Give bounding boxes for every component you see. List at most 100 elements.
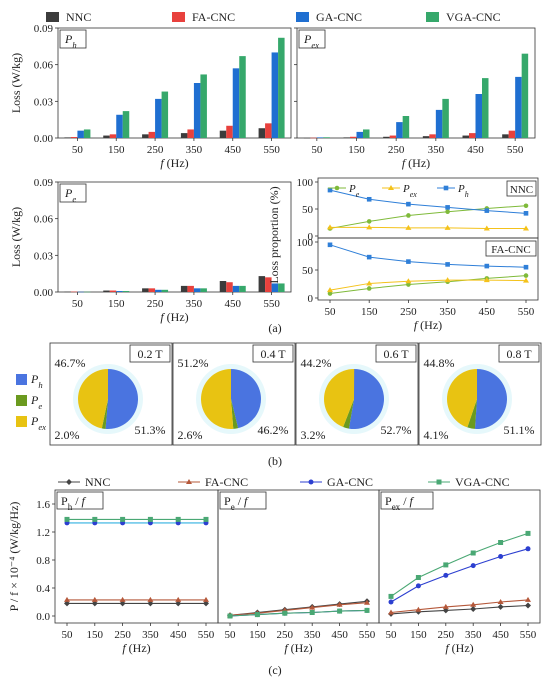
point-VGA-CNC [227,613,233,619]
bar-FA-CNC-150 [350,136,357,138]
x-tick-label: 50 [311,144,323,156]
series-line-NNC [390,604,529,615]
bar-GA-CNC-450 [475,94,482,138]
bar-GA-CNC-50 [316,137,324,138]
bar-NNC-450 [219,281,227,292]
pie-pct-P_e: 3.2% [301,428,326,442]
y-axis-label: Loss proportion (%) [267,186,281,283]
point-FA-CNC [119,596,126,602]
point-VGA-CNC [388,593,394,599]
bar-FA-CNC-550 [508,130,516,138]
point-NNC [525,602,531,609]
point-P_ex [366,224,373,230]
legend-swatch-VGA-CNC [426,12,439,22]
point-VGA-CNC [120,516,126,522]
x-tick-label: 350 [142,629,159,641]
panel-label-box [298,29,326,49]
point-VGA-CNC [364,607,370,613]
bar-FA-CNC-50 [70,137,78,138]
pie-label-box [252,344,294,363]
bar-NNC-50 [64,137,71,138]
point-NNC [497,603,504,610]
x-axis-label: f (Hz) [122,641,150,655]
x-tick-label: 350 [439,306,456,318]
x-tick-label: 250 [147,144,164,156]
pie-pct-P_h: 51.1% [504,423,535,437]
point-VGA-CNC [175,516,181,522]
bar-FA-CNC-150 [109,134,117,138]
point-GA-CNC [525,546,531,552]
point-P_e [406,282,411,287]
subplot-label-0: Ph / f [61,494,87,512]
point-P_h [484,263,490,269]
point-P_e [523,273,529,278]
panel-frame-a-Pe [57,181,292,293]
y-tick-label: 0.06 [34,214,54,226]
series-line-FA-CNC [390,599,529,614]
pie-slice-P_h [105,369,138,429]
point-P_h [406,201,411,207]
pie-pct-P_ex: 44.2% [301,356,332,370]
caption-a: (a) [268,321,281,335]
bar-FA-CNC-450 [226,282,233,292]
point-P_h [327,242,333,248]
point-VGA-CNC [470,550,476,556]
bar-VGA-CNC-250 [161,289,169,292]
bar-GA-CNC-450 [232,285,240,292]
point-FA-CNC [309,604,316,610]
bar-NNC-250 [142,288,149,292]
legend-label-P_ex: Pex [402,183,417,199]
bar-GA-CNC-250 [396,122,403,138]
point-P_ex [483,277,490,283]
point-VGA-CNC [498,540,504,545]
x-tick-label: 150 [361,306,378,318]
x-tick-label: 50 [72,144,84,156]
y-axis-label-c: P / f × 10⁻⁴ (W/kg/Hz) [7,502,21,612]
x-tick-label: 450 [170,629,187,641]
x-tick-label: 550 [507,144,524,156]
bar-NNC-250 [383,136,390,138]
panel-label-a-Ph: Ph [64,32,77,50]
x-tick-label: 450 [492,629,509,641]
bar-GA-CNC-50 [77,291,84,293]
bar-FA-CNC-450 [226,125,233,138]
bar-VGA-CNC-50 [83,129,91,138]
x-tick-label: 150 [410,629,427,641]
bar-FA-CNC-250 [148,131,156,138]
point-GA-CNC [498,554,504,559]
point-FA-CNC [147,596,154,602]
pie-legend-label-P_h: Ph [30,372,43,390]
y-tick-label: 0.4 [36,583,50,595]
pie-pct-P_e: 4.1% [424,428,449,442]
pie-pct-P_ex: 44.8% [424,356,455,370]
x-tick-label: 250 [400,306,417,318]
bar-GA-CNC-550 [515,76,522,138]
x-axis-label: f (Hz) [402,156,430,170]
panel-label-box [485,240,537,257]
series-line-P_e [329,275,527,295]
pie-pct-P_ex: 46.7% [55,356,86,370]
x-tick-label: 150 [87,629,104,641]
point-VGA-CNC [337,608,343,614]
pie-label: 0.4 T [260,347,286,361]
pie-slice-P_e [101,399,108,429]
x-tick-label: 150 [108,144,125,156]
y-tick-label: 0.03 [34,96,54,108]
point-P_ex [523,277,529,283]
bar-VGA-CNC-50 [83,291,91,293]
x-tick-label: 50 [325,306,337,318]
point-FA-CNC [364,599,370,605]
y-tick-label: 0.00 [34,133,54,145]
point-P_ex [366,280,373,286]
bar-NNC-550 [258,128,266,138]
pie-label-box [129,344,171,363]
pie-pct-P_e: 2.6% [178,428,203,442]
point-GA-CNC [470,563,476,569]
point-P_ex [523,225,529,231]
point-VGA-CNC [309,610,315,615]
bar-NNC-350 [180,285,188,292]
point-VGA-CNC [415,575,421,580]
x-tick-label: 50 [386,629,398,641]
y-axis-label: Loss (W/kg) [9,207,23,267]
